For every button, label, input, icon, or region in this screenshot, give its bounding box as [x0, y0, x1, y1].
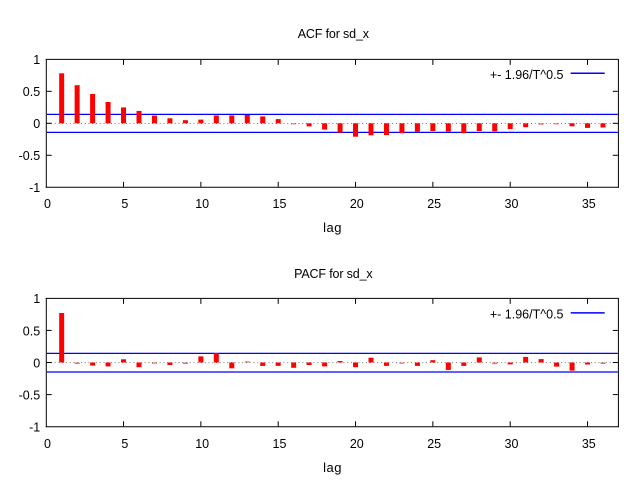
svg-text:lag: lag [323, 460, 342, 475]
svg-text:0: 0 [44, 437, 51, 451]
svg-text:25: 25 [427, 437, 441, 451]
svg-text:-1: -1 [29, 181, 40, 195]
svg-text:10: 10 [195, 437, 209, 451]
svg-text:lag: lag [323, 220, 342, 235]
svg-text:-1: -1 [29, 421, 40, 435]
svg-text:30: 30 [505, 197, 519, 211]
svg-text:15: 15 [273, 197, 287, 211]
svg-text:+- 1.96/T^0.5: +- 1.96/T^0.5 [490, 68, 564, 82]
svg-text:0.5: 0.5 [23, 85, 40, 99]
svg-text:0: 0 [33, 356, 40, 370]
svg-text:20: 20 [350, 197, 364, 211]
svg-text:25: 25 [427, 197, 441, 211]
svg-text:ACF for sd_x: ACF for sd_x [298, 27, 370, 41]
svg-text:1: 1 [33, 53, 40, 67]
svg-text:0: 0 [33, 117, 40, 131]
svg-text:5: 5 [121, 437, 128, 451]
svg-text:0: 0 [44, 197, 51, 211]
svg-text:1: 1 [33, 292, 40, 306]
svg-text:15: 15 [273, 437, 287, 451]
svg-text:30: 30 [505, 437, 519, 451]
svg-text:-0.5: -0.5 [19, 149, 41, 163]
svg-text:10: 10 [195, 197, 209, 211]
svg-text:-0.5: -0.5 [19, 389, 41, 403]
svg-text:0.5: 0.5 [23, 324, 40, 338]
svg-text:35: 35 [582, 197, 596, 211]
svg-text:35: 35 [582, 437, 596, 451]
svg-text:PACF for sd_x: PACF for sd_x [294, 267, 373, 281]
svg-text:5: 5 [121, 197, 128, 211]
svg-text:+- 1.96/T^0.5: +- 1.96/T^0.5 [490, 308, 564, 322]
svg-text:20: 20 [350, 437, 364, 451]
